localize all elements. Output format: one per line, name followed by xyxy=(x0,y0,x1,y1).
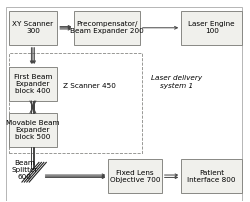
Bar xyxy=(74,11,140,45)
Bar xyxy=(181,159,242,193)
Text: Patient
Interface 800: Patient Interface 800 xyxy=(187,170,236,183)
Text: Precompensator/
Beam Expander 200: Precompensator/ Beam Expander 200 xyxy=(70,21,144,34)
Bar xyxy=(8,11,57,45)
Bar xyxy=(8,67,57,101)
Text: Fixed Lens
Objective 700: Fixed Lens Objective 700 xyxy=(110,170,160,183)
Text: Z Scanner 450: Z Scanner 450 xyxy=(63,83,116,89)
Text: XY Scanner
300: XY Scanner 300 xyxy=(12,21,53,34)
Bar xyxy=(8,113,57,147)
Bar xyxy=(108,159,162,193)
Text: Movable Beam
Expander
block 500: Movable Beam Expander block 500 xyxy=(6,120,60,140)
Text: Laser delivery
system 1: Laser delivery system 1 xyxy=(151,75,202,88)
Text: Beam
Splitter
600: Beam Splitter 600 xyxy=(11,160,38,180)
Text: First Beam
Expander
block 400: First Beam Expander block 400 xyxy=(14,74,52,94)
Text: Laser Engine
100: Laser Engine 100 xyxy=(188,21,235,34)
Bar xyxy=(8,53,142,153)
Bar xyxy=(181,11,242,45)
